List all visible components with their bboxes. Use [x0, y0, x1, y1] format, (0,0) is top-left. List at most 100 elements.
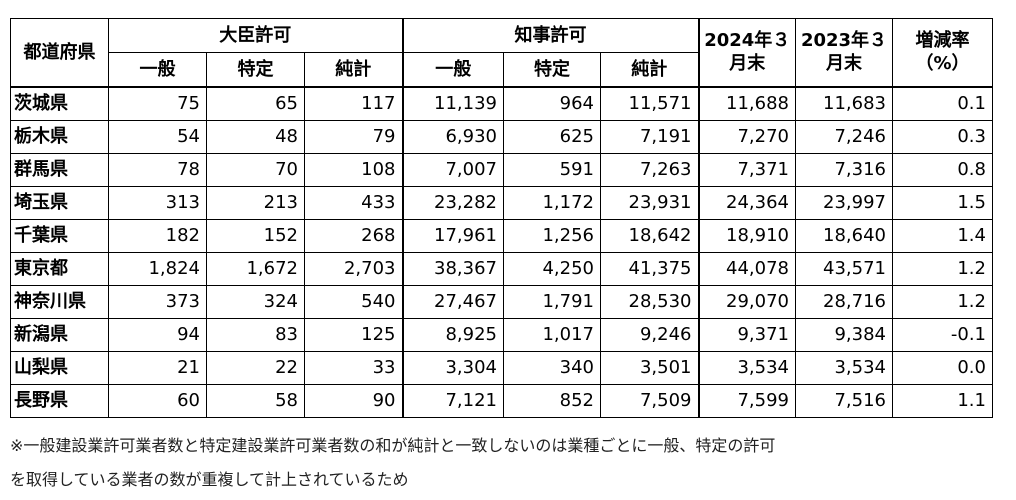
- governor-general-cell: 8,925: [401, 317, 504, 352]
- change-rate-cell: 0.1: [892, 86, 993, 121]
- total-2023-cell: 18,640: [795, 218, 893, 253]
- footnote-line-2: を取得している業者の数が重複して計上されているため: [10, 470, 409, 489]
- table-row: 栃木県 54 48 79 6,930 625 7,191 7,270 7,246 0.3: [10, 119, 993, 154]
- change-rate-cell: -0.1: [892, 317, 993, 352]
- total-2024-cell: 18,910: [697, 218, 796, 253]
- total-2024-cell: 11,688: [697, 86, 796, 121]
- governor-net-cell: 9,246: [600, 317, 699, 352]
- total-2024-cell: 7,599: [697, 383, 796, 418]
- minister-general-cell: 313: [108, 185, 207, 220]
- total-2023-cell: 23,997: [795, 185, 893, 220]
- governor-specific-cell: 591: [503, 152, 601, 187]
- minister-net-cell: 268: [304, 218, 403, 253]
- governor-net-cell: 7,263: [600, 152, 699, 187]
- change-rate-cell: 1.5: [892, 185, 993, 220]
- minister-general-cell: 78: [108, 152, 207, 187]
- header-governor-general: 一般: [401, 52, 504, 88]
- minister-specific-cell: 22: [206, 350, 305, 385]
- minister-specific-cell: 152: [206, 218, 305, 253]
- prefecture-cell: 神奈川県: [10, 284, 109, 319]
- total-2024-cell: 29,070: [697, 284, 796, 319]
- total-2023-cell: 9,384: [795, 317, 893, 352]
- total-2023-cell: 11,683: [795, 86, 893, 121]
- table-row: 群馬県 78 70 108 7,007 591 7,263 7,371 7,316 0.8: [10, 152, 993, 187]
- header-minister-net: 純計: [304, 52, 403, 88]
- governor-general-cell: 3,304: [401, 350, 504, 385]
- minister-general-cell: 54: [108, 119, 207, 154]
- change-rate-cell: 1.2: [892, 251, 993, 286]
- prefecture-cell: 山梨県: [10, 350, 109, 385]
- governor-specific-cell: 1,172: [503, 185, 601, 220]
- governor-general-cell: 38,367: [401, 251, 504, 286]
- governor-specific-cell: 1,017: [503, 317, 601, 352]
- governor-general-cell: 17,961: [401, 218, 504, 253]
- total-2024-cell: 44,078: [697, 251, 796, 286]
- table-row: 東京都 1,824 1,672 2,703 38,367 4,250 41,375 44,07…: [10, 251, 993, 286]
- governor-specific-cell: 964: [503, 86, 601, 121]
- governor-net-cell: 7,509: [600, 383, 699, 418]
- governor-net-cell: 28,530: [600, 284, 699, 319]
- table-row: 長野県 60 58 90 7,121 852 7,509 7,599 7,516 1.1: [10, 383, 993, 418]
- minister-specific-cell: 48: [206, 119, 305, 154]
- minister-general-cell: 1,824: [108, 251, 207, 286]
- governor-specific-cell: 625: [503, 119, 601, 154]
- governor-general-cell: 7,121: [401, 383, 504, 418]
- governor-general-cell: 7,007: [401, 152, 504, 187]
- minister-net-cell: 2,703: [304, 251, 403, 286]
- header-change-rate: 増減率（%）: [892, 18, 993, 88]
- header-governor-permit: 知事許可: [401, 18, 699, 53]
- minister-general-cell: 182: [108, 218, 207, 253]
- governor-specific-cell: 1,256: [503, 218, 601, 253]
- table-row: 新潟県 94 83 125 8,925 1,017 9,246 9,371 9,384 -0.1: [10, 317, 993, 352]
- prefecture-cell: 茨城県: [10, 86, 109, 121]
- table-row: 茨城県 75 65 117 11,139 964 11,571 11,688 11,683 0.1: [10, 86, 993, 121]
- minister-net-cell: 433: [304, 185, 403, 220]
- governor-net-cell: 41,375: [600, 251, 699, 286]
- prefecture-cell: 群馬県: [10, 152, 109, 187]
- header-2024-march: 2024年３月末: [697, 18, 796, 88]
- total-2024-cell: 24,364: [697, 185, 796, 220]
- prefecture-cell: 栃木県: [10, 119, 109, 154]
- change-rate-cell: 1.4: [892, 218, 993, 253]
- total-2024-cell: 7,371: [697, 152, 796, 187]
- total-2023-cell: 28,716: [795, 284, 893, 319]
- minister-net-cell: 33: [304, 350, 403, 385]
- total-2024-cell: 3,534: [697, 350, 796, 385]
- header-governor-net: 純計: [600, 52, 699, 88]
- governor-net-cell: 11,571: [600, 86, 699, 121]
- change-rate-cell: 1.1: [892, 383, 993, 418]
- table-row: 山梨県 21 22 33 3,304 340 3,501 3,534 3,534 0.0: [10, 350, 993, 385]
- minister-specific-cell: 324: [206, 284, 305, 319]
- prefecture-cell: 東京都: [10, 251, 109, 286]
- total-2023-cell: 43,571: [795, 251, 893, 286]
- minister-specific-cell: 58: [206, 383, 305, 418]
- minister-general-cell: 60: [108, 383, 207, 418]
- header-minister-general: 一般: [108, 52, 207, 88]
- minister-general-cell: 21: [108, 350, 207, 385]
- governor-general-cell: 23,282: [401, 185, 504, 220]
- governor-net-cell: 3,501: [600, 350, 699, 385]
- minister-net-cell: 125: [304, 317, 403, 352]
- minister-net-cell: 117: [304, 86, 403, 121]
- header-prefecture: 都道府県: [10, 18, 109, 88]
- table-row: 千葉県 182 152 268 17,961 1,256 18,642 18,910 18,64…: [10, 218, 993, 253]
- minister-general-cell: 94: [108, 317, 207, 352]
- total-2024-cell: 7,270: [697, 119, 796, 154]
- minister-net-cell: 90: [304, 383, 403, 418]
- minister-net-cell: 540: [304, 284, 403, 319]
- minister-specific-cell: 1,672: [206, 251, 305, 286]
- minister-general-cell: 373: [108, 284, 207, 319]
- total-2023-cell: 7,516: [795, 383, 893, 418]
- minister-specific-cell: 213: [206, 185, 305, 220]
- minister-net-cell: 108: [304, 152, 403, 187]
- header-governor-specific: 特定: [503, 52, 601, 88]
- governor-specific-cell: 852: [503, 383, 601, 418]
- governor-net-cell: 7,191: [600, 119, 699, 154]
- total-2024-cell: 9,371: [697, 317, 796, 352]
- total-2023-cell: 7,316: [795, 152, 893, 187]
- minister-specific-cell: 70: [206, 152, 305, 187]
- prefecture-cell: 埼玉県: [10, 185, 109, 220]
- change-rate-cell: 0.0: [892, 350, 993, 385]
- prefecture-cell: 新潟県: [10, 317, 109, 352]
- governor-general-cell: 11,139: [401, 86, 504, 121]
